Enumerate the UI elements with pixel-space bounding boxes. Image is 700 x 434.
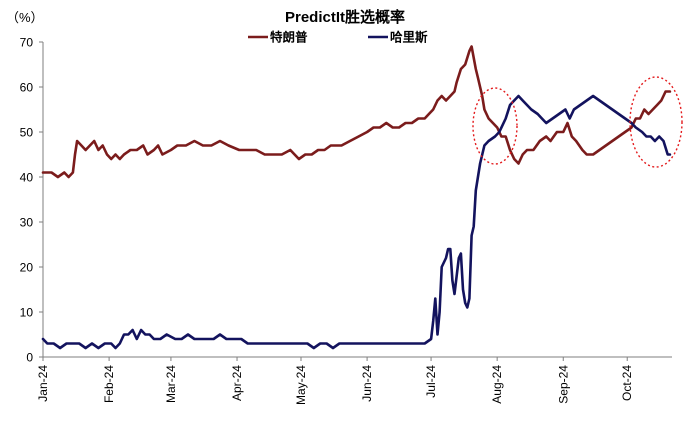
y-tick-label: 40 bbox=[20, 171, 34, 185]
y-tick-label: 70 bbox=[20, 36, 34, 50]
x-tick-label: Jun-24 bbox=[360, 365, 374, 402]
series-line-0 bbox=[41, 45, 672, 179]
y-tick-label: 0 bbox=[26, 351, 33, 365]
x-tick-label: Aug-24 bbox=[490, 365, 504, 404]
legend-label-1: 哈里斯 bbox=[390, 30, 428, 45]
y-axis-unit-label: （%） bbox=[6, 10, 44, 25]
y-tick-label: 20 bbox=[20, 261, 34, 275]
series-line-1 bbox=[41, 94, 672, 350]
y-tick-label: 60 bbox=[20, 81, 34, 95]
legend: 特朗普 哈里斯 bbox=[248, 30, 428, 45]
highlight-circle-oct bbox=[629, 76, 683, 168]
x-tick-label: Jul-24 bbox=[424, 365, 438, 398]
x-tick-label: Feb-24 bbox=[102, 365, 116, 403]
y-tick-label: 30 bbox=[20, 216, 34, 230]
x-tick-label: May-24 bbox=[294, 365, 308, 405]
x-tick-label: Oct-24 bbox=[620, 365, 634, 401]
y-tick-label: 50 bbox=[20, 126, 34, 140]
y-tick-label: 10 bbox=[20, 306, 34, 320]
legend-label-0: 特朗普 bbox=[270, 30, 308, 45]
x-tick-label: Apr-24 bbox=[230, 365, 244, 401]
x-tick-label: Jan-24 bbox=[36, 365, 50, 402]
x-tick-label: Mar-24 bbox=[164, 365, 178, 403]
plot-lines bbox=[41, 45, 672, 350]
x-axis: Jan-24 Feb-24 Mar-24 Apr-24 May-24 Jun-24 Jul-… bbox=[36, 356, 672, 405]
y-axis: 0 10 20 30 40 50 60 70 bbox=[20, 36, 44, 365]
highlight-circle-aug bbox=[472, 87, 518, 165]
chart-title: PredictIt胜选概率 bbox=[285, 8, 405, 26]
x-tick-label: Sep-24 bbox=[556, 365, 570, 404]
